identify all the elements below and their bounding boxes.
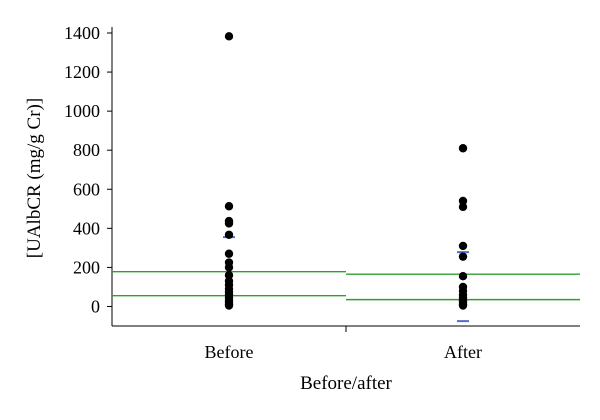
y-tick-label: 200 [73,257,100,277]
y-tick-label: 1400 [64,23,100,43]
data-point [458,271,468,281]
y-tick-label: 1200 [64,62,100,82]
data-point [458,144,468,153]
data-point [224,271,234,280]
group-lines [112,236,580,323]
data-point [224,263,234,272]
y-tick-label: 1000 [64,101,100,121]
data-point [458,252,468,261]
axes [111,27,580,327]
data-point [224,230,234,239]
y-tick-label: 800 [73,140,100,160]
y-tick-label: 400 [73,218,100,238]
y-tick-label: 0 [91,296,100,316]
y-ticks: 0 200 400 600 800 1000 1200 1400 [64,23,112,316]
x-tick-label: Before [205,342,254,362]
data-points [224,32,468,310]
data-point [224,219,234,228]
data-point [458,196,468,206]
data-point [224,301,234,310]
data-point [224,202,234,211]
data-point [458,202,468,212]
x-ticks: Before After [205,326,482,362]
x-tick-label: After [444,342,482,362]
y-tick-label: 600 [73,179,100,199]
data-point [224,249,234,258]
data-point [458,301,468,310]
y-axis-label: [UAlbCR (mg/g Cr)] [24,98,45,258]
data-point [458,241,468,251]
x-axis-label: Before/after [300,373,392,394]
data-point [224,32,234,41]
